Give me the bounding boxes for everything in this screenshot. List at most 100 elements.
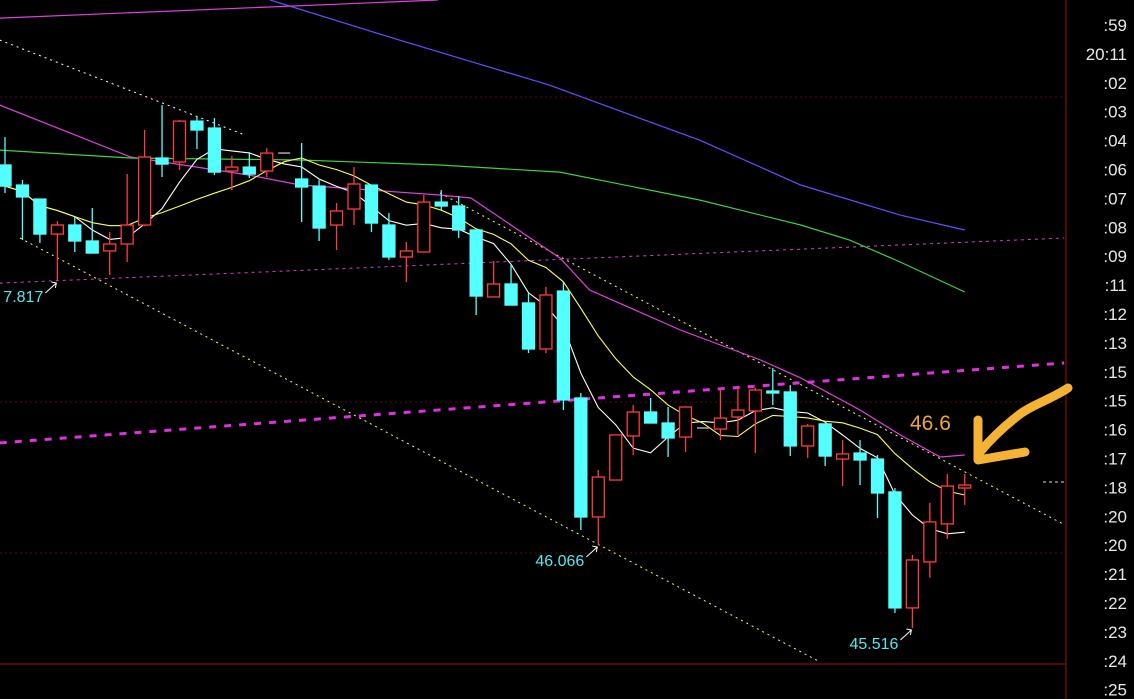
- candle: [835, 440, 850, 487]
- candle-body: [399, 250, 414, 258]
- time-tick-label: :17: [1103, 450, 1127, 469]
- candle: [190, 117, 204, 149]
- candle: [801, 423, 815, 459]
- candle-body: [172, 120, 187, 163]
- candle: [644, 397, 658, 424]
- candle: [870, 454, 885, 519]
- candle: [172, 120, 187, 170]
- candle: [661, 407, 675, 457]
- candle: [504, 264, 518, 306]
- candle-body: [661, 422, 675, 439]
- annotation-arrow-icon: [585, 546, 598, 558]
- candle: [539, 286, 553, 354]
- time-tick-label: :20: [1103, 536, 1127, 555]
- moving-average-lines: [0, 0, 966, 535]
- candle-body: [137, 156, 152, 226]
- candle-body: [940, 485, 954, 525]
- candle: [155, 105, 169, 178]
- candle-body: [242, 166, 256, 175]
- candle-body: [853, 452, 867, 461]
- candle: [766, 367, 780, 406]
- candle: [68, 217, 82, 253]
- candle: [120, 174, 134, 262]
- candle-body: [434, 201, 448, 207]
- candle-body: [888, 491, 902, 609]
- candles: [0, 105, 972, 628]
- candle-body: [539, 294, 553, 350]
- candle: [678, 405, 693, 452]
- time-tick-label: :20: [1103, 507, 1127, 526]
- candle: [905, 554, 920, 628]
- time-tick-label: :22: [1103, 594, 1127, 613]
- candle: [818, 423, 832, 466]
- candle: [382, 213, 396, 260]
- time-tick-label: :08: [1103, 218, 1127, 237]
- candle-body: [103, 243, 117, 252]
- annotation-label: 46.066: [535, 553, 584, 570]
- candle: [469, 229, 483, 316]
- candle-body: [835, 453, 850, 460]
- candle: [225, 156, 239, 191]
- candle-body: [329, 210, 344, 226]
- time-tick-label: :12: [1103, 305, 1127, 324]
- trendline: [0, 361, 1065, 445]
- trendline: [19, 237, 821, 663]
- candle-body: [294, 178, 309, 188]
- candle: [242, 152, 256, 178]
- time-tick-label: :24: [1103, 652, 1127, 671]
- time-tick-label: :03: [1103, 103, 1127, 122]
- hand-drawn-arrow: 46.6: [910, 383, 1073, 465]
- candle-body: [574, 397, 588, 518]
- time-tick-label: :15: [1103, 363, 1127, 382]
- candle-body: [382, 224, 396, 258]
- candle: [626, 405, 640, 455]
- candle: [417, 194, 431, 253]
- candle-body: [225, 166, 239, 172]
- candle-body: [521, 302, 536, 350]
- candle: [888, 488, 902, 614]
- candle: [923, 502, 937, 578]
- candle: [50, 221, 64, 281]
- candle: [713, 388, 728, 441]
- annotation-arrowhead-icon: [592, 545, 598, 553]
- annotation-label: 7.817: [3, 289, 43, 306]
- candle-body: [85, 240, 99, 254]
- candle-body: [155, 157, 169, 165]
- time-axis: :59 20:11:02:03:04:06:07:08:09:11:12:13:1…: [1086, 16, 1127, 699]
- candle: [574, 393, 588, 530]
- trendline: [0, 39, 246, 136]
- candle-body: [923, 521, 937, 563]
- candle: [452, 196, 466, 238]
- trendline: [439, 192, 1066, 526]
- candle-body: [678, 406, 693, 438]
- candle-body: [0, 164, 12, 187]
- candle: [329, 202, 344, 251]
- candle: [486, 261, 501, 298]
- candle-body: [766, 390, 780, 394]
- candle-body: [504, 283, 518, 306]
- ma-fast-line: [4, 148, 965, 535]
- candle-body: [486, 283, 501, 298]
- candle-body: [748, 389, 762, 412]
- hand-arrow-icon: [973, 383, 1073, 465]
- candle: [958, 473, 972, 505]
- candle: [783, 385, 797, 457]
- time-tick-label: :21: [1103, 565, 1127, 584]
- candle: [15, 180, 30, 241]
- candle-body: [958, 484, 972, 489]
- annotation-label: 45.516: [849, 636, 898, 653]
- ma-magenta-line: [0, 0, 438, 19]
- time-tick-label: :59: [1103, 16, 1127, 35]
- candle-body: [644, 411, 658, 424]
- candle-body: [609, 434, 623, 481]
- candle: [853, 440, 867, 486]
- time-tick-label: :15: [1103, 392, 1127, 411]
- candle-body: [713, 417, 728, 430]
- time-tick-label: :25: [1103, 681, 1127, 699]
- candle: [85, 207, 99, 254]
- time-tick-label: :16: [1103, 421, 1127, 440]
- candle: [940, 473, 954, 539]
- candle-body: [591, 476, 605, 518]
- candle-body: [33, 198, 47, 235]
